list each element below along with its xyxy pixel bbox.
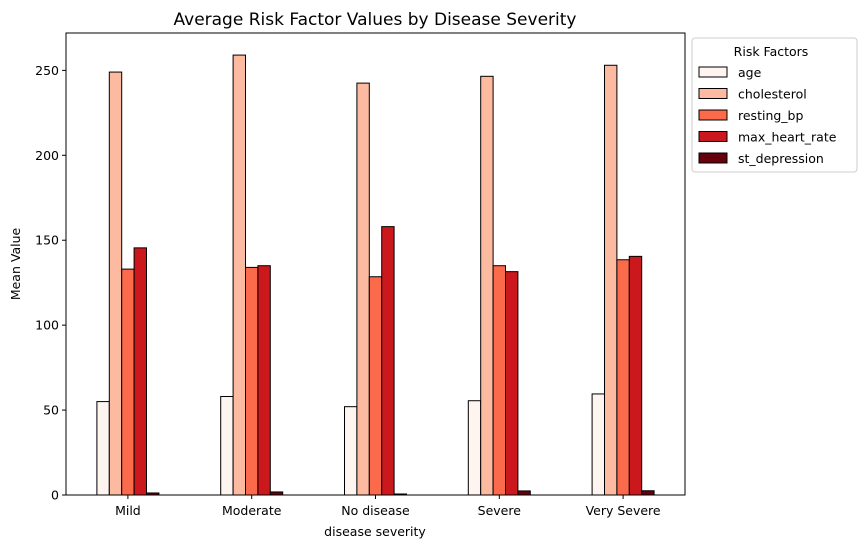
bar-resting-bp-severe <box>492 265 507 496</box>
y-tick-label: 100 <box>35 318 59 333</box>
y-tick-label: 50 <box>43 403 59 418</box>
bar-age-very-severe <box>591 393 605 496</box>
bar-cholesterol-moderate <box>232 54 247 496</box>
bar-st-depression-very-severe <box>641 490 655 496</box>
bar-resting-bp-mild <box>121 268 135 496</box>
legend-swatch-max-heart-rate <box>698 131 728 142</box>
legend-swatch-cholesterol <box>698 88 728 99</box>
bar-resting-bp-moderate <box>245 266 259 496</box>
bar-resting-bp-very-severe <box>616 259 630 496</box>
legend-label-age: age <box>738 65 762 80</box>
y-tick-label: 0 <box>51 488 59 503</box>
bar-max-heart-rate-no-disease <box>381 226 395 496</box>
bar-age-no-disease <box>344 406 358 496</box>
legend-swatch-age <box>698 66 728 78</box>
bar-max-heart-rate-very-severe <box>628 255 643 496</box>
chart-title: Average Risk Factor Values by Disease Se… <box>174 10 577 30</box>
bar-max-heart-rate-severe <box>505 271 519 496</box>
x-tick-label: Severe <box>478 503 522 518</box>
x-tick-label: Very Severe <box>586 503 661 518</box>
bar-cholesterol-mild <box>108 71 123 496</box>
y-axis-label: Mean Value <box>8 228 23 301</box>
bar-cholesterol-no-disease <box>356 82 370 496</box>
legend-label-cholesterol: cholesterol <box>738 87 807 102</box>
x-tick-label: Mild <box>115 503 141 518</box>
legend-label-resting-bp: resting_bp <box>738 108 803 123</box>
legend-title: Risk Factors <box>734 44 809 59</box>
bar-age-severe <box>467 400 482 496</box>
legend-swatch-resting-bp <box>698 109 728 121</box>
bar-cholesterol-very-severe <box>604 64 618 496</box>
bar-age-moderate <box>220 395 234 496</box>
legend-label-max-heart-rate: max_heart_rate <box>738 130 837 145</box>
legend-swatch-st-depression <box>698 152 728 164</box>
x-tick-label: Moderate <box>222 503 282 518</box>
x-axis-label: disease severity <box>324 524 426 539</box>
bar-max-heart-rate-moderate <box>257 265 271 496</box>
legend-label-st-depression: st_depression <box>738 151 824 166</box>
bar-cholesterol-severe <box>480 75 494 496</box>
y-tick-label: 200 <box>35 148 59 163</box>
legend-box <box>691 37 858 173</box>
bar-resting-bp-no-disease <box>368 276 383 496</box>
bar-max-heart-rate-mild <box>133 247 148 496</box>
y-tick-label: 250 <box>35 63 59 78</box>
x-tick-label: No disease <box>341 503 410 518</box>
legend: Risk Factors age cholesterol resting_bpmax… <box>691 37 858 173</box>
bar-st-depression-severe <box>517 490 531 496</box>
y-tick-label: 150 <box>35 233 59 248</box>
bar-age-mild <box>96 401 110 496</box>
x-axis: Mild Moderate No disease Severe Very Severe <box>115 495 661 518</box>
bars-layer <box>96 54 655 496</box>
y-axis: 0 50 100 150 200 250 <box>35 63 66 503</box>
